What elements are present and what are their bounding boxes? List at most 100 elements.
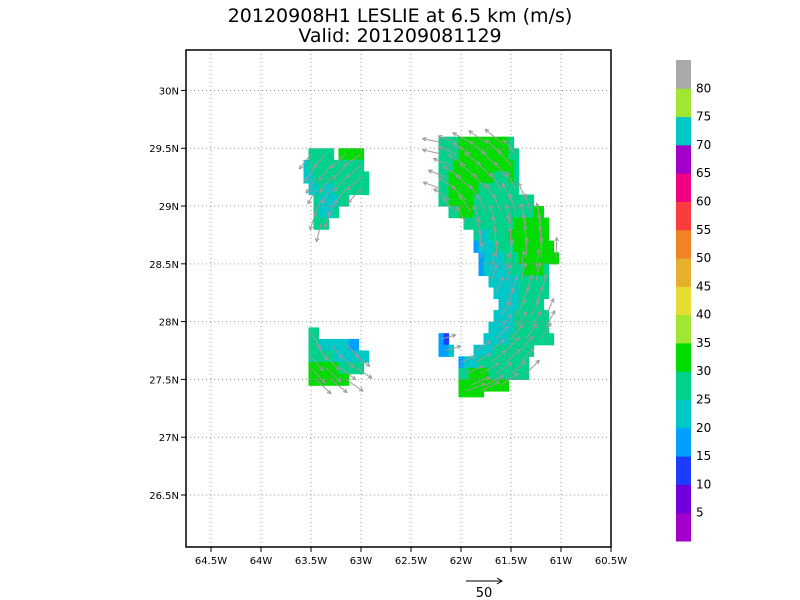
wind-cell — [493, 263, 500, 276]
colorbar-swatch — [676, 144, 691, 174]
wind-cell — [458, 182, 465, 196]
wind-vector-head — [529, 347, 535, 353]
wind-cell — [513, 252, 520, 265]
wind-vector — [465, 365, 484, 375]
wind-cell — [483, 333, 490, 346]
wind-vector — [505, 252, 510, 270]
wind-vector — [495, 326, 509, 340]
wind-cell — [343, 194, 350, 207]
wind-cell — [453, 194, 460, 207]
wind-cell — [318, 159, 325, 172]
x-tick-label: 64W — [250, 556, 273, 567]
colorbar-label: 25 — [696, 393, 711, 407]
wind-cell — [483, 229, 490, 242]
wind-cell — [488, 252, 495, 265]
wind-vector-head — [539, 285, 544, 291]
wind-vector — [473, 205, 482, 224]
wind-vector-head — [319, 366, 324, 372]
wind-cell — [508, 171, 515, 184]
wind-cell — [498, 229, 505, 242]
wind-cell — [513, 321, 520, 334]
wind-vector — [453, 143, 472, 155]
x-tick-label: 62W — [450, 556, 473, 567]
wind-cell — [443, 182, 450, 196]
wind-cell — [503, 367, 510, 381]
colorbar-label: 50 — [696, 251, 711, 265]
wind-vector — [530, 311, 541, 328]
wind-cell — [348, 338, 355, 352]
wind-cell — [453, 206, 460, 219]
wind-cell — [448, 344, 455, 357]
wind-vector — [345, 378, 364, 392]
wind-cell — [308, 171, 315, 184]
wind-cell — [343, 148, 350, 161]
wind-cell — [438, 159, 445, 172]
wind-vector-head — [489, 172, 495, 178]
wind-cell — [478, 159, 485, 172]
wind-vector — [520, 335, 534, 351]
y-tick-label: 27N — [159, 433, 179, 444]
wind-vector — [500, 313, 513, 328]
wind-vector — [422, 149, 442, 155]
wind-vector-head — [490, 215, 496, 221]
wind-cell — [328, 350, 335, 363]
wind-cell — [533, 206, 540, 219]
wind-cell — [498, 298, 505, 311]
wind-vector-head — [529, 335, 534, 341]
wind-cell — [538, 298, 545, 311]
wind-cell — [483, 356, 490, 369]
wind-cell — [468, 217, 475, 230]
wind-vector-head — [333, 187, 338, 193]
wind-vector — [535, 249, 540, 270]
wind-cell — [503, 206, 510, 219]
wind-cell — [358, 362, 365, 375]
wind-vector — [480, 381, 500, 392]
wind-vector-head — [481, 382, 487, 388]
wind-vector-head — [331, 174, 337, 180]
wind-cell — [313, 350, 320, 363]
wind-cell — [523, 217, 530, 230]
colorbar-swatch — [676, 314, 691, 344]
wind-vector-head — [525, 286, 530, 292]
wind-vector — [344, 153, 362, 167]
wind-vector — [456, 206, 467, 224]
wind-cell — [523, 298, 530, 311]
x-tick-label: 60.5W — [595, 556, 627, 567]
wind-cell — [498, 182, 505, 196]
wind-vector — [451, 185, 467, 201]
wind-cell — [468, 206, 475, 219]
wind-cell — [503, 148, 510, 161]
wind-vector-head — [319, 188, 324, 194]
wind-cell — [313, 362, 320, 375]
wind-cell — [478, 217, 485, 230]
wind-cell — [513, 148, 520, 161]
wind-vector — [355, 367, 372, 379]
wind-cell — [518, 344, 525, 357]
wind-cell — [353, 159, 360, 172]
wind-cell — [468, 194, 475, 207]
wind-cell — [488, 194, 495, 207]
wind-cell — [518, 275, 525, 288]
wind-vector-head — [471, 355, 477, 360]
wind-vector-head — [492, 193, 497, 199]
wind-vector-head — [456, 206, 461, 211]
wind-vector — [333, 176, 347, 192]
wind-cell — [468, 148, 475, 161]
wind-vector — [530, 298, 540, 317]
colorbar-swatch — [676, 60, 691, 89]
wind-cell — [338, 148, 345, 161]
wind-vector — [480, 363, 500, 375]
wind-vector — [535, 262, 541, 282]
wind-vector-head — [451, 132, 457, 137]
wind-vector-head — [451, 333, 457, 339]
wind-cell — [508, 263, 515, 276]
wind-vector — [495, 277, 504, 293]
wind-cell — [478, 206, 485, 219]
wind-vector-head — [521, 298, 526, 304]
wind-vector — [505, 289, 515, 305]
wind-cell — [488, 136, 495, 149]
wind-cell — [323, 159, 330, 172]
wind-cell — [493, 148, 500, 161]
wind-vector-head — [513, 372, 519, 378]
wind-cell — [498, 286, 505, 300]
